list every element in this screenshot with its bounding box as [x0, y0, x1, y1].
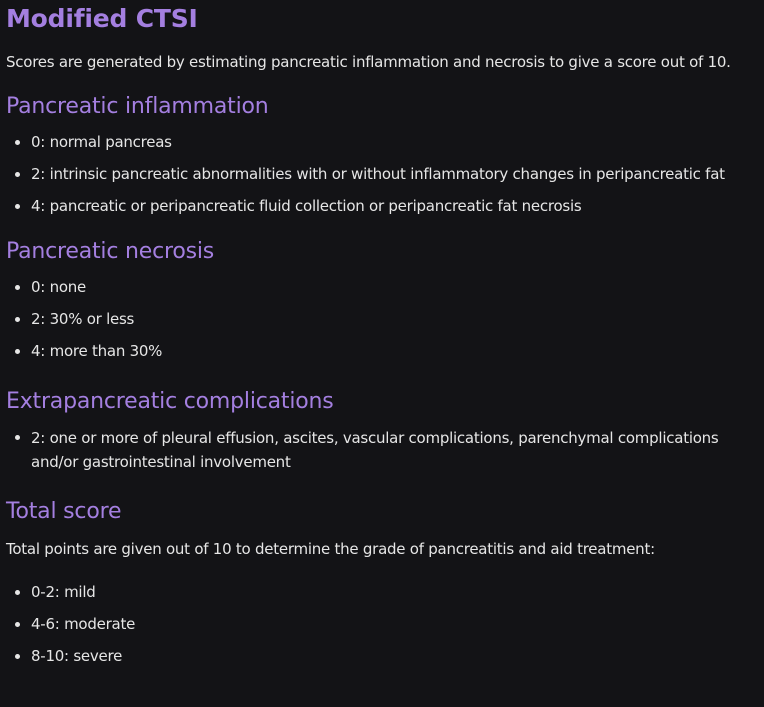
- intro-paragraph: Scores are generated by estimating pancr…: [6, 53, 731, 71]
- list-item: 0: normal pancreas: [15, 131, 758, 154]
- inflammation-list: 0: normal pancreas 2: intrinsic pancreat…: [6, 131, 758, 218]
- necrosis-heading: Pancreatic necrosis: [6, 239, 215, 264]
- total-score-list: 0-2: mild 4-6: moderate 8-10: severe: [6, 581, 758, 668]
- necrosis-list: 0: none 2: 30% or less 4: more than 30%: [6, 276, 758, 363]
- extrapancreatic-list: 2: one or more of pleural effusion, asci…: [6, 426, 758, 474]
- list-item: 8-10: severe: [15, 645, 758, 668]
- total-score-paragraph: Total points are given out of 10 to dete…: [6, 540, 655, 558]
- inflammation-heading: Pancreatic inflammation: [6, 94, 269, 119]
- page-title: Modified CTSI: [6, 4, 198, 33]
- list-item: 2: 30% or less: [15, 308, 758, 331]
- list-item: 4-6: moderate: [15, 613, 758, 636]
- list-item: 4: more than 30%: [15, 340, 758, 363]
- extrapancreatic-heading: Extrapancreatic complications: [6, 389, 334, 414]
- list-item: 2: intrinsic pancreatic abnormalities wi…: [15, 163, 758, 186]
- list-item: 4: pancreatic or peripancreatic fluid co…: [15, 195, 758, 218]
- list-item: 2: one or more of pleural effusion, asci…: [15, 426, 758, 474]
- list-item: 0-2: mild: [15, 581, 758, 604]
- list-item: 0: none: [15, 276, 758, 299]
- total-score-heading: Total score: [6, 499, 122, 524]
